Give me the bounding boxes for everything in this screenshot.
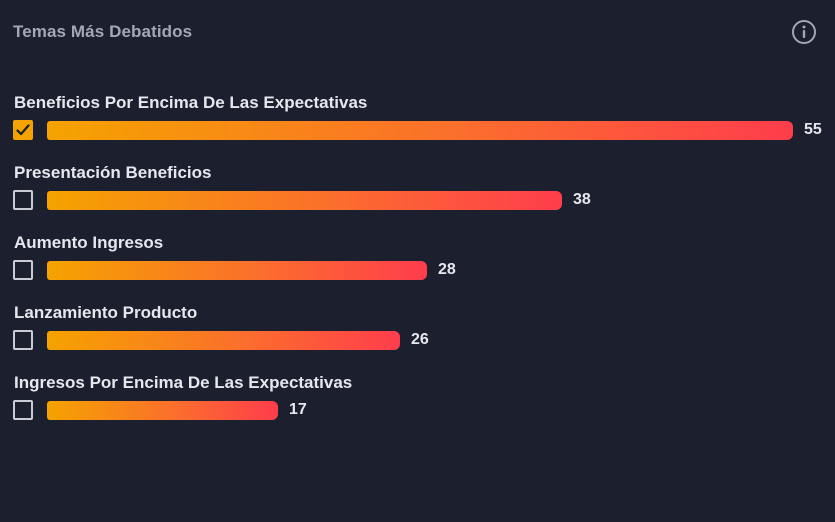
topic-label: Beneficios Por Encima De Las Expectativa… [14, 93, 368, 112]
panel-header: Temas Más Debatidos [13, 19, 817, 45]
topic-label: Ingresos Por Encima De Las Expectativas [14, 373, 353, 392]
topic-checkbox[interactable] [13, 330, 33, 350]
info-icon[interactable] [791, 19, 817, 45]
topic-bar [47, 261, 427, 280]
bar-track: 55 [47, 121, 822, 140]
topic-count: 28 [438, 261, 456, 278]
topic-checkbox[interactable] [13, 120, 33, 140]
topic-row: Presentación Beneficios 38 [13, 161, 828, 231]
topic-count: 38 [573, 191, 591, 208]
topic-label: Aumento Ingresos [14, 233, 164, 252]
topic-count: 26 [411, 331, 429, 348]
bar-track: 17 [47, 401, 793, 420]
check-icon [16, 124, 30, 136]
topics-list: Beneficios Por Encima De Las Expectativa… [13, 91, 828, 441]
topic-checkbox[interactable] [13, 190, 33, 210]
topic-row: Ingresos Por Encima De Las Expectativas … [13, 371, 828, 441]
topic-label: Lanzamiento Producto [14, 303, 198, 322]
topic-row: Aumento Ingresos 28 [13, 231, 828, 301]
topic-checkbox[interactable] [13, 400, 33, 420]
bar-track: 38 [47, 191, 793, 210]
topic-bar [47, 121, 793, 140]
topic-count: 55 [804, 121, 822, 138]
panel-title: Temas Más Debatidos [13, 22, 193, 41]
topic-count: 17 [289, 401, 307, 418]
topic-label: Presentación Beneficios [14, 163, 212, 182]
topic-bar [47, 401, 278, 420]
topic-checkbox[interactable] [13, 260, 33, 280]
topic-row: Beneficios Por Encima De Las Expectativa… [13, 91, 828, 161]
bar-track: 28 [47, 261, 793, 280]
topic-row: Lanzamiento Producto 26 [13, 301, 828, 371]
topic-bar [47, 191, 562, 210]
topic-bar [47, 331, 400, 350]
bar-track: 26 [47, 331, 793, 350]
